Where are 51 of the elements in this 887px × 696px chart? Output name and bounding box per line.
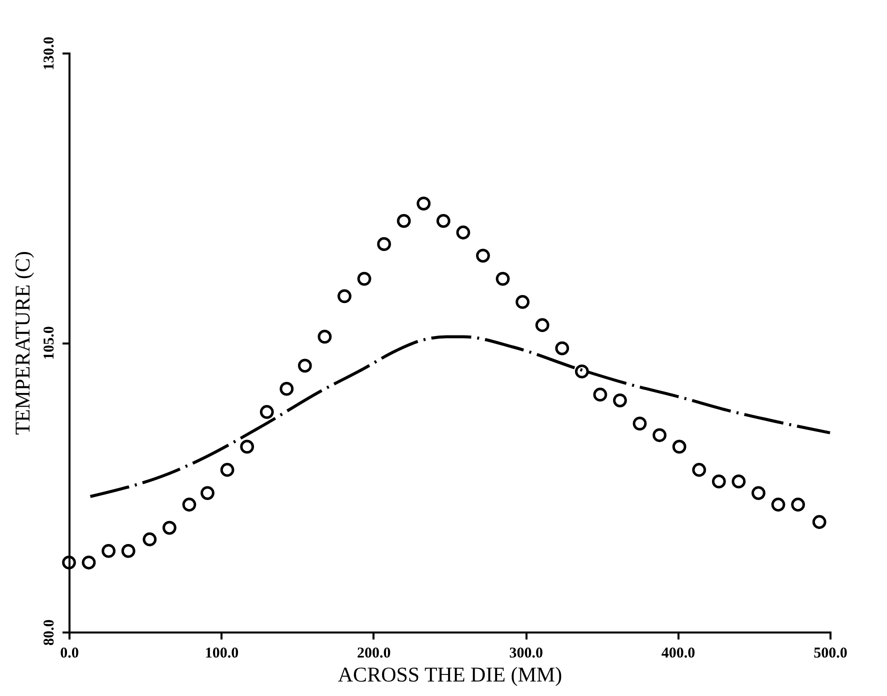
point [220,462,234,477]
point [732,474,746,488]
point [102,544,116,558]
point [791,498,805,512]
point [476,248,490,263]
point [240,440,254,454]
x-tick-label: 300.0 [509,646,543,662]
y-tick-label: 80.0 [42,619,58,646]
point [298,358,312,373]
point [377,237,392,252]
point [396,214,411,228]
point [812,515,826,529]
x-tick-label: 100.0 [204,646,239,662]
point [318,330,332,344]
x-tick-label: 200.0 [357,646,391,662]
point [593,388,608,402]
line-series [88,335,832,498]
point [516,295,530,309]
point [121,544,136,558]
point [496,272,510,286]
point [82,556,96,570]
x-tick-label: 0.0 [60,646,79,662]
point [555,341,570,356]
x-tick-label: 500.0 [814,646,848,662]
point [632,416,647,430]
point [62,556,76,570]
point [357,272,372,286]
point [652,428,666,442]
point [200,486,214,500]
point [692,462,706,477]
y-axis-title: TEMPERATURE (C) [10,251,34,435]
x-axis-title: ACROSS THE DIE (MM) [338,662,562,686]
point [771,498,786,512]
point [456,226,470,240]
y-tick-label: 105.0 [42,326,58,360]
x-tick-label: 400.0 [661,646,696,662]
point [182,498,196,512]
point [280,382,294,396]
point [260,405,274,419]
point [613,393,627,408]
point [752,486,766,500]
point [162,520,176,535]
point [574,364,589,378]
point [436,214,450,228]
point [416,196,431,210]
point [672,440,686,454]
point [712,474,726,488]
y-tick-label: 130.0 [42,36,58,70]
point [535,318,550,332]
point [338,289,352,304]
point [142,532,157,546]
